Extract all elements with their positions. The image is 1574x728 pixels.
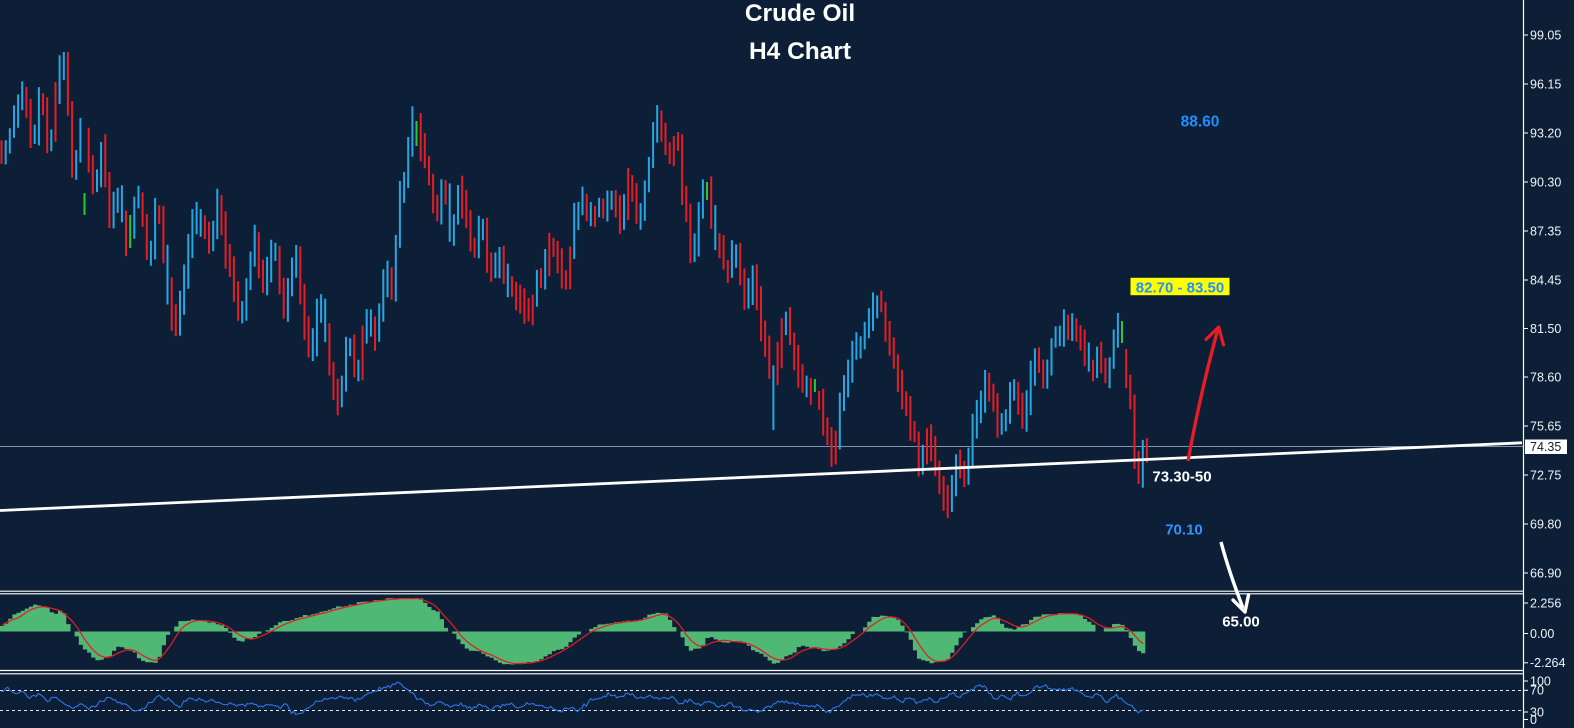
svg-text:78.60: 78.60 [1530, 370, 1561, 384]
svg-text:93.20: 93.20 [1530, 126, 1561, 140]
svg-text:-2.264: -2.264 [1530, 656, 1565, 670]
svg-text:H4 Chart: H4 Chart [749, 38, 851, 65]
svg-text:30: 30 [1530, 705, 1544, 719]
svg-text:70.10: 70.10 [1165, 522, 1203, 539]
svg-text:69.80: 69.80 [1530, 517, 1561, 531]
svg-text:84.45: 84.45 [1530, 273, 1561, 287]
svg-text:65.00: 65.00 [1222, 614, 1260, 631]
svg-text:88.60: 88.60 [1181, 114, 1220, 131]
svg-text:72.75: 72.75 [1530, 468, 1561, 482]
svg-text:Crude Oil: Crude Oil [745, 0, 855, 27]
svg-text:75.65: 75.65 [1530, 419, 1561, 433]
svg-text:0: 0 [1530, 713, 1537, 727]
svg-text:96.15: 96.15 [1530, 77, 1561, 91]
svg-text:87.35: 87.35 [1530, 224, 1561, 238]
svg-text:70: 70 [1530, 684, 1544, 698]
svg-text:66.90: 66.90 [1530, 566, 1561, 580]
svg-text:100: 100 [1530, 674, 1551, 688]
svg-text:0.00: 0.00 [1530, 627, 1554, 641]
svg-text:82.70 - 83.50: 82.70 - 83.50 [1136, 280, 1224, 297]
svg-text:2.256: 2.256 [1530, 596, 1561, 610]
svg-text:81.50: 81.50 [1530, 322, 1561, 336]
svg-text:90.30: 90.30 [1530, 175, 1561, 189]
svg-text:99.05: 99.05 [1530, 28, 1561, 42]
svg-text:73.30-50: 73.30-50 [1152, 469, 1211, 486]
svg-text:74.35: 74.35 [1530, 440, 1561, 454]
